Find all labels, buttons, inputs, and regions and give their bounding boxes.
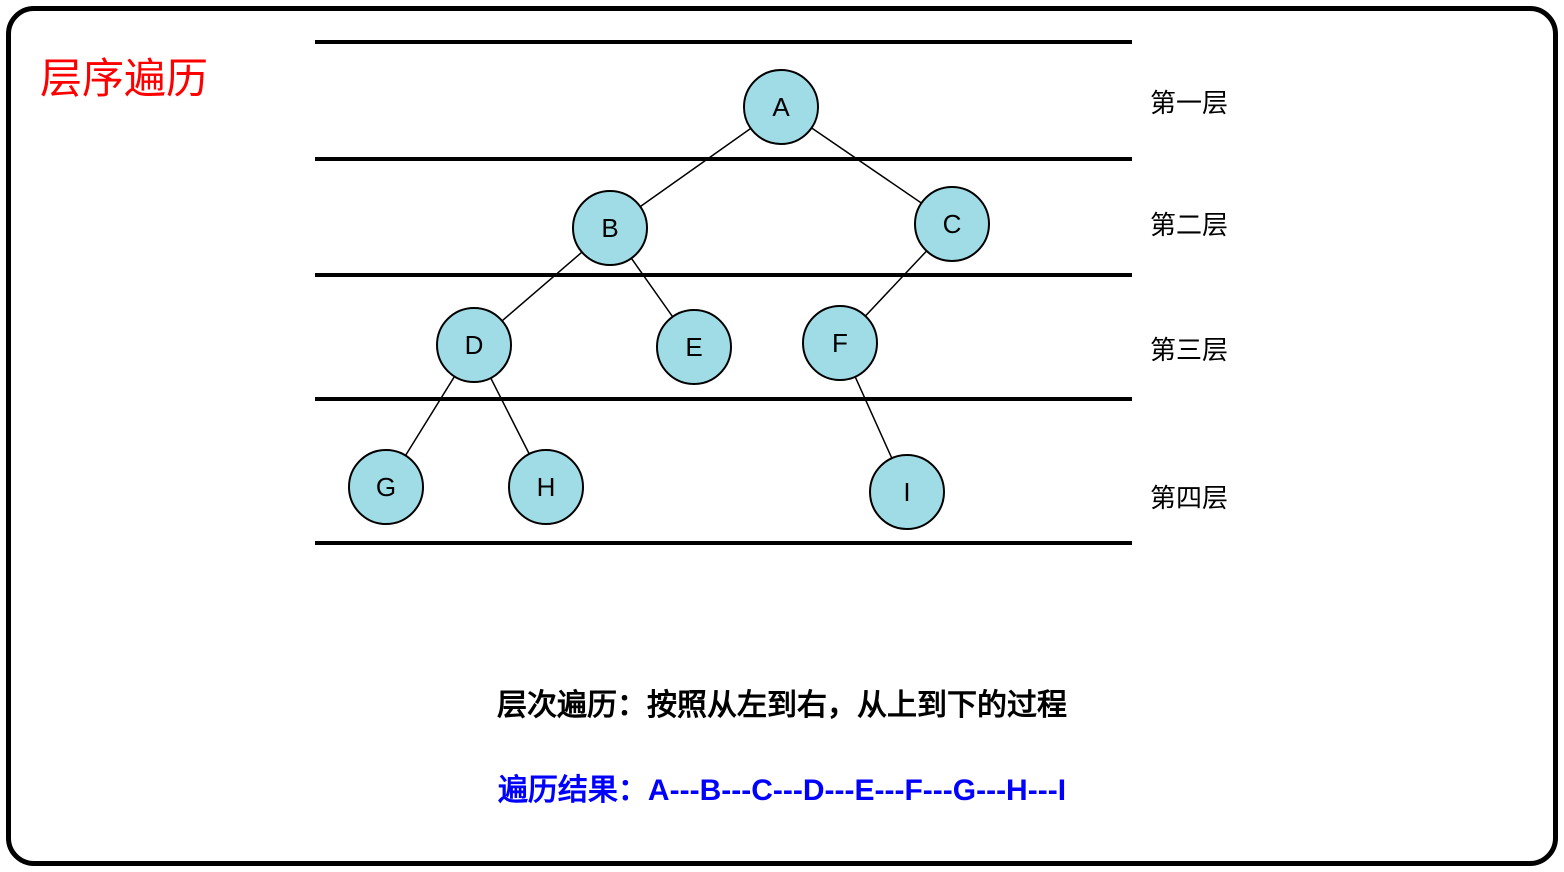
level-label-1: 第一层	[1150, 83, 1228, 120]
tree-node-label: A	[772, 92, 790, 122]
tree-node-label: D	[465, 330, 484, 360]
tree-node-I: I	[870, 455, 944, 529]
tree-node-label: E	[685, 332, 702, 362]
tree-node-B: B	[573, 191, 647, 265]
tree-node-label: G	[376, 472, 396, 502]
tree-node-E: E	[657, 310, 731, 384]
tree-node-label: I	[903, 477, 910, 507]
tree-diagram: A B C D E F G H I	[0, 0, 1564, 620]
description-text: 层次遍历：按照从左到右，从上到下的过程	[0, 680, 1564, 724]
tree-node-label: F	[832, 328, 848, 358]
tree-node-C: C	[915, 187, 989, 261]
level-label-4: 第四层	[1150, 478, 1228, 515]
tree-node-H: H	[509, 450, 583, 524]
level-label-3: 第三层	[1150, 330, 1228, 367]
tree-node-A: A	[744, 70, 818, 144]
tree-node-D: D	[437, 308, 511, 382]
tree-node-label: H	[537, 472, 556, 502]
tree-node-label: C	[943, 209, 962, 239]
tree-node-F: F	[803, 306, 877, 380]
tree-node-G: G	[349, 450, 423, 524]
tree-node-label: B	[601, 213, 618, 243]
level-label-2: 第二层	[1150, 205, 1228, 242]
result-text: 遍历结果：A---B---C---D---E---F---G---H---I	[0, 765, 1564, 809]
